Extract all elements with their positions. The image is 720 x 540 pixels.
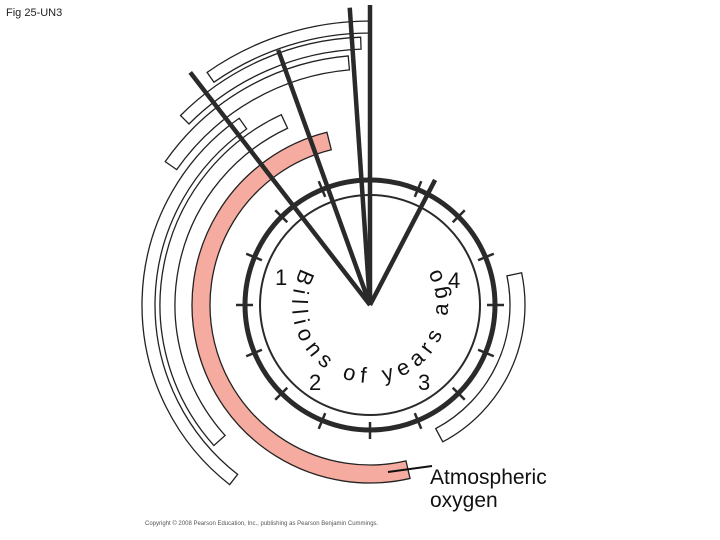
annotation-line: oxygen	[430, 489, 498, 512]
clock	[188, 5, 504, 439]
arc-band	[159, 113, 289, 447]
clock-tick	[451, 386, 466, 401]
clock-tick	[245, 348, 263, 358]
arc-band	[141, 117, 248, 486]
clock-tick	[477, 252, 495, 262]
copyright: Copyright © 2008 Pearson Education, Inc.…	[145, 520, 379, 527]
arc-band	[179, 36, 362, 125]
clock-tick	[413, 180, 423, 198]
radial-line	[276, 49, 373, 306]
leader-line	[387, 465, 433, 473]
clock-tick	[317, 412, 327, 430]
clock-tick	[317, 180, 327, 198]
clock-label: 3	[418, 370, 430, 395]
annotation-line: Atmospheric	[430, 466, 547, 489]
clock-tick	[274, 386, 289, 401]
arc-band	[164, 55, 351, 171]
arc-band	[434, 272, 526, 443]
arc-band	[191, 131, 411, 484]
clock-tick	[451, 209, 466, 224]
clock-tick	[477, 348, 495, 358]
clock-label: 2	[309, 370, 321, 395]
clock-label: 4	[448, 268, 460, 293]
clock-tick	[245, 252, 263, 262]
figure-label: Fig 25-UN3	[6, 7, 62, 19]
radial-line	[368, 178, 438, 307]
radial-line	[347, 7, 373, 306]
bands	[141, 20, 526, 486]
radial-line	[188, 71, 372, 307]
clock-label: 1	[275, 265, 287, 290]
clock-tick	[413, 412, 423, 430]
clock-tick	[274, 209, 289, 224]
